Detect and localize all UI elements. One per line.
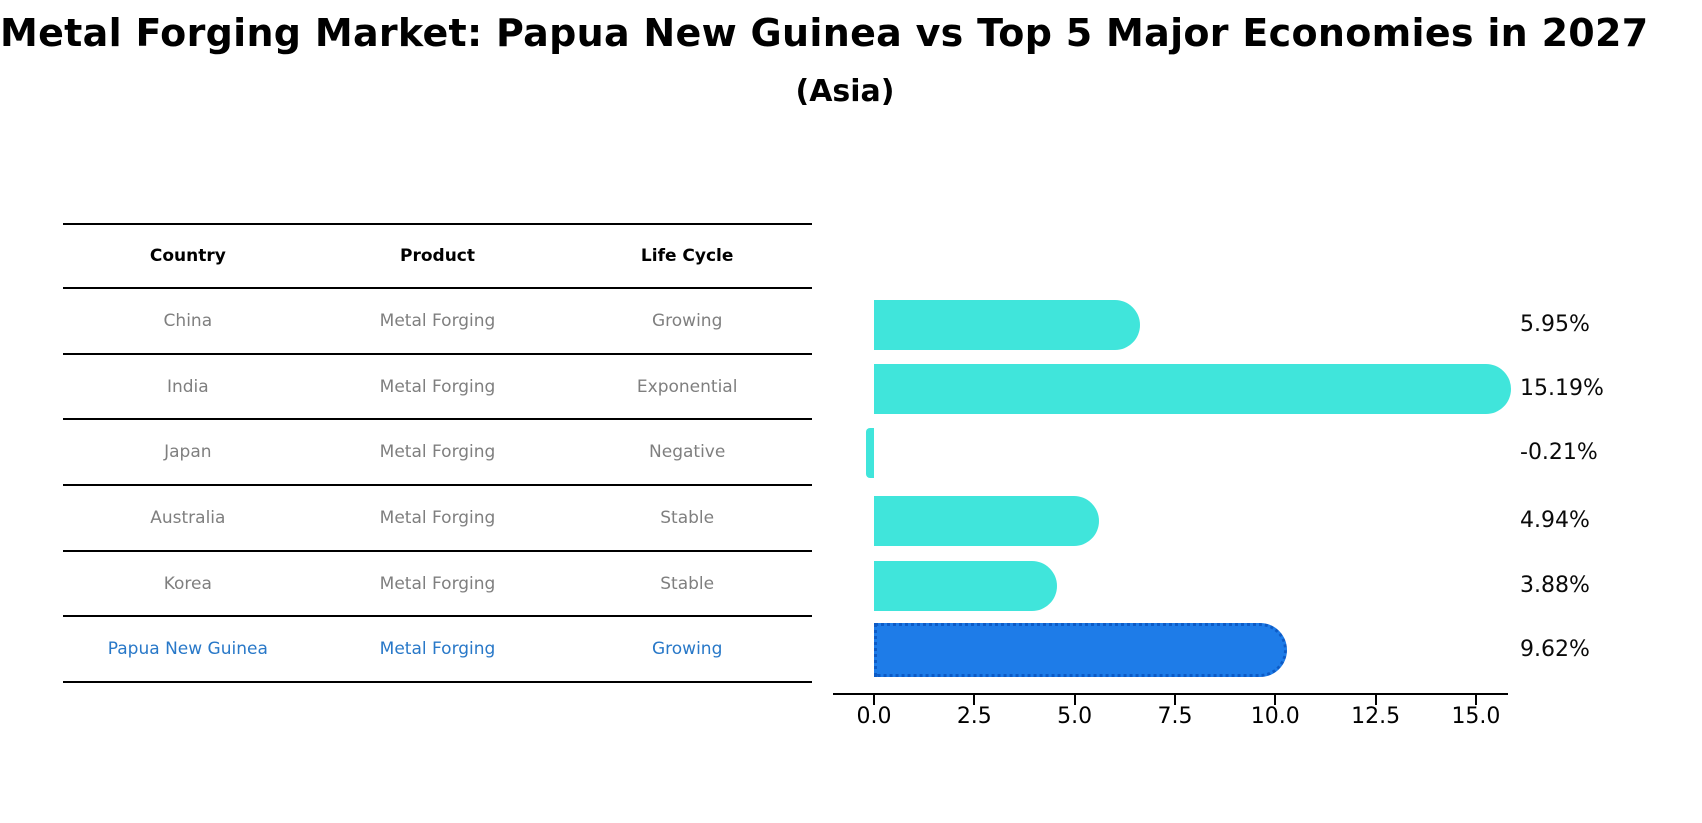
cell-life-cycle: Stable bbox=[660, 507, 715, 528]
cell-country: China bbox=[163, 310, 213, 331]
cell-life-cycle: Negative bbox=[649, 442, 726, 463]
bar-korea bbox=[874, 561, 1057, 611]
chart-subtitle: (Asia) bbox=[795, 74, 895, 109]
x-axis-tick-label: 7.5 bbox=[1157, 704, 1193, 729]
x-axis-tick bbox=[873, 695, 875, 705]
x-axis-tick bbox=[973, 695, 976, 705]
x-axis-tick-label: 0.0 bbox=[856, 704, 892, 729]
cell-product: Metal Forging bbox=[379, 310, 496, 331]
value-label-korea: 3.88% bbox=[1520, 573, 1590, 598]
header-cell-product: Product bbox=[400, 246, 475, 266]
cell-product: Metal Forging bbox=[379, 442, 496, 463]
value-label-australia: 4.94% bbox=[1520, 508, 1590, 533]
cell-country: Australia bbox=[150, 507, 226, 528]
cell-product: Metal Forging bbox=[379, 507, 496, 528]
cell-life-cycle: Stable bbox=[660, 573, 715, 594]
cell-life-cycle: Exponential bbox=[636, 376, 738, 397]
x-axis-tick-label: 2.5 bbox=[956, 704, 992, 729]
x-axis-tick bbox=[1474, 695, 1477, 705]
cell-country: India bbox=[166, 376, 209, 397]
chart-title: Metal Forging Market: Papua New Guinea v… bbox=[0, 11, 1649, 55]
table-header-row: Country Product Life Cycle bbox=[63, 225, 812, 289]
cell-country: Papua New Guinea bbox=[107, 639, 268, 660]
x-axis-tick bbox=[1374, 695, 1377, 705]
value-label-india: 15.19% bbox=[1520, 376, 1604, 401]
cell-product: Metal Forging bbox=[379, 573, 496, 594]
table-row: Korea Metal Forging Stable bbox=[63, 552, 812, 618]
cell-life-cycle: Growing bbox=[651, 310, 723, 331]
table-row: Australia Metal Forging Stable bbox=[63, 486, 812, 552]
table-row: India Metal Forging Exponential bbox=[63, 355, 812, 421]
x-axis-tick bbox=[1274, 695, 1277, 705]
table-row: China Metal Forging Growing bbox=[63, 289, 812, 355]
value-label-japan: -0.21% bbox=[1520, 440, 1598, 465]
cell-product: Metal Forging bbox=[379, 376, 496, 397]
table-row: Japan Metal Forging Negative bbox=[63, 420, 812, 487]
x-axis-tick bbox=[1173, 695, 1176, 705]
country-table: Country Product Life Cycle China Metal Forgi… bbox=[63, 223, 812, 683]
table-row: Papua New Guinea Metal Forging Growing bbox=[63, 617, 812, 681]
value-label-papua-new-guinea: 9.62% bbox=[1520, 637, 1590, 662]
value-label-china: 5.95% bbox=[1520, 312, 1590, 337]
bar-papua-new-guinea bbox=[874, 623, 1288, 677]
cell-country: Japan bbox=[164, 442, 212, 463]
x-axis-line bbox=[833, 693, 1508, 695]
x-axis-tick-label: 10.0 bbox=[1250, 704, 1300, 729]
bar-japan bbox=[865, 428, 874, 478]
bar-australia bbox=[874, 496, 1100, 546]
cell-life-cycle: Growing bbox=[651, 639, 723, 660]
x-axis-tick-label: 12.5 bbox=[1351, 704, 1401, 729]
x-axis-tick bbox=[1073, 695, 1076, 705]
header-cell-life-cycle: Life Cycle bbox=[640, 246, 734, 266]
cell-product: Metal Forging bbox=[379, 639, 496, 660]
bar-india bbox=[874, 364, 1511, 414]
bar-china bbox=[874, 300, 1140, 350]
header-cell-country: Country bbox=[149, 246, 226, 266]
x-axis-tick-label: 15.0 bbox=[1451, 704, 1501, 729]
x-axis-tick-label: 5.0 bbox=[1057, 704, 1093, 729]
cell-country: Korea bbox=[163, 573, 212, 594]
